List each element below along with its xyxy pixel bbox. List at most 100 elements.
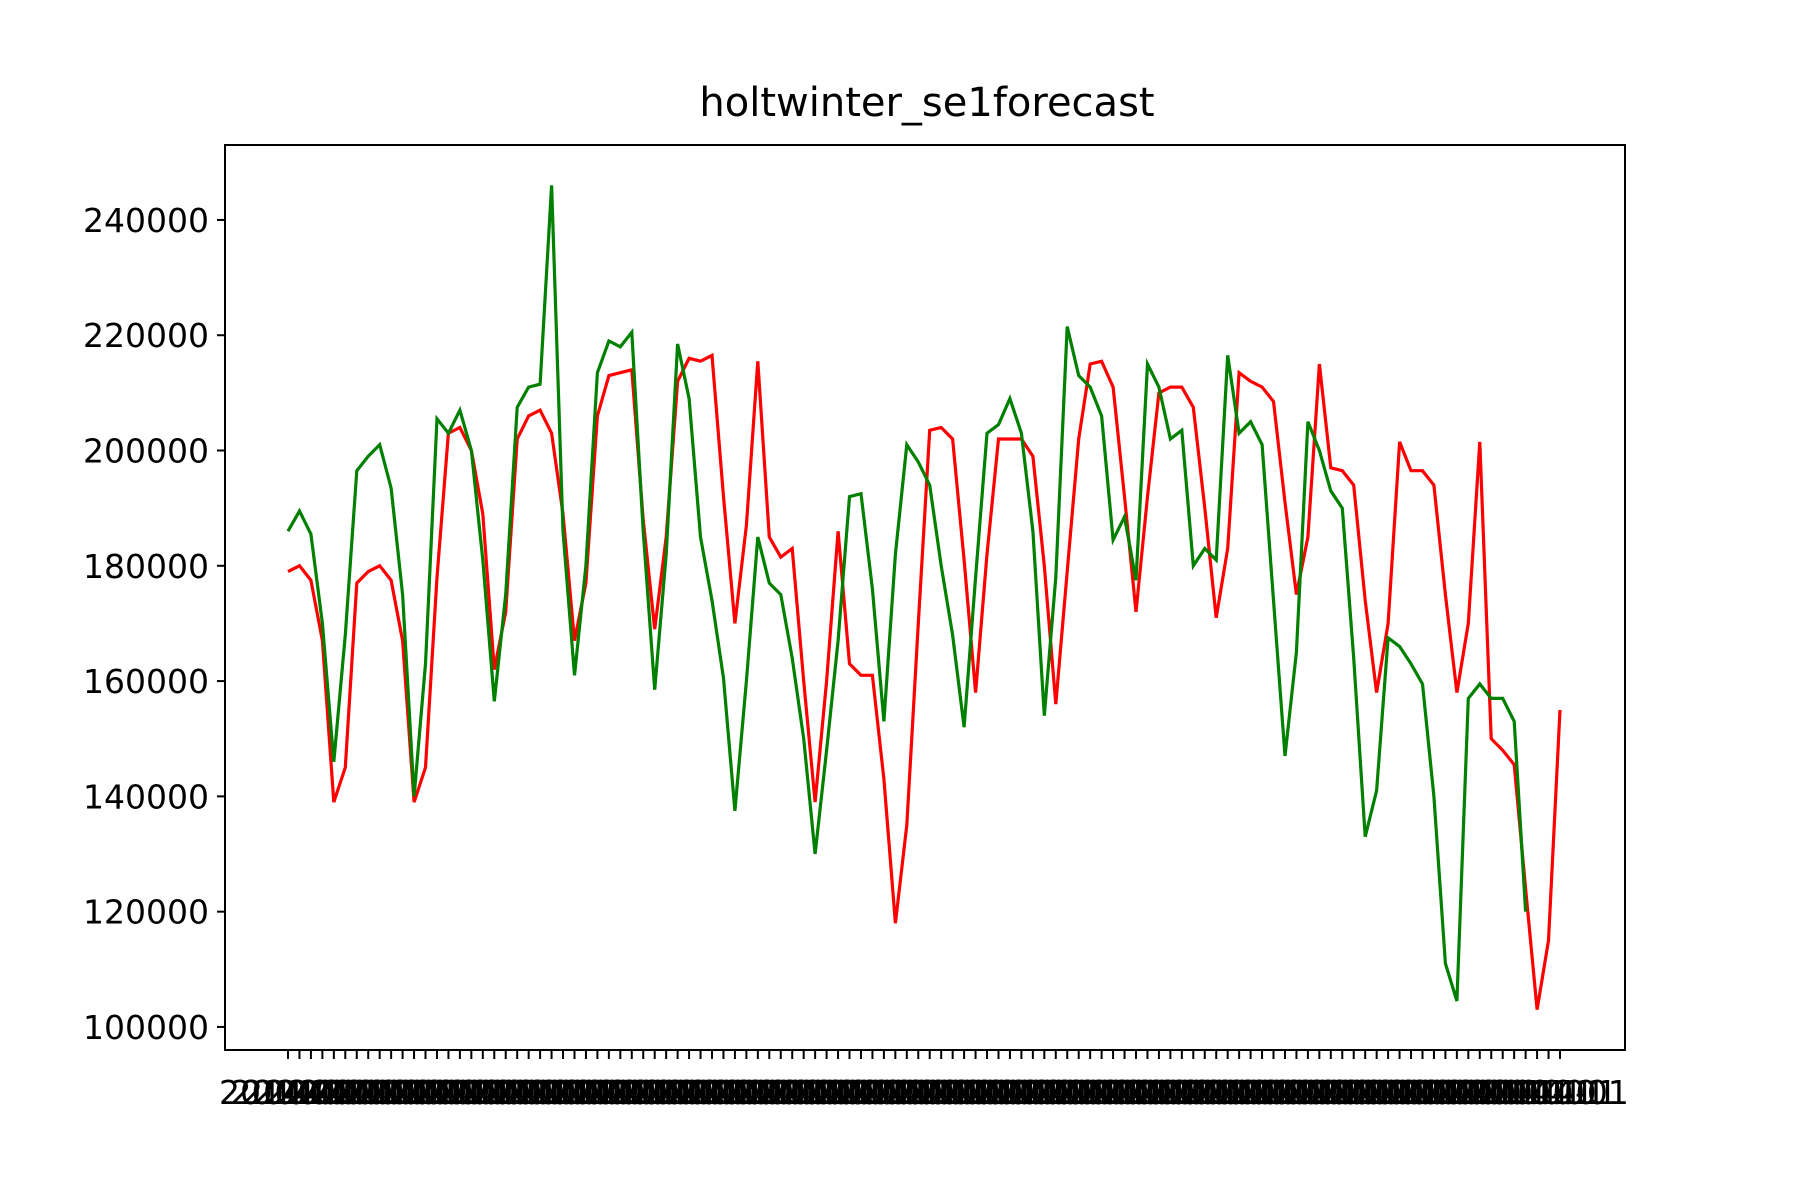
x-tick-label: 2014-01 <box>563 1073 701 1112</box>
x-tick-label: 2014-01 <box>735 1073 873 1112</box>
x-tick-label: 2014-01 <box>758 1073 896 1112</box>
x-tick-label: 2014-01 <box>1399 1073 1537 1112</box>
x-tick-label: 2014-01 <box>1193 1073 1331 1112</box>
x-tick-label: 2014-01 <box>632 1073 770 1112</box>
x-tick-label: 2014-01 <box>677 1073 815 1112</box>
x-tick-label: 2014-01 <box>1273 1073 1411 1112</box>
x-tick-label: 2014-01 <box>368 1073 506 1112</box>
x-tick-label: 2014-01 <box>803 1073 941 1112</box>
y-tick-label: 200000 <box>83 432 209 471</box>
x-tick-label: 2014-01 <box>1319 1073 1457 1112</box>
x-tick-label: 2014-01 <box>998 1073 1136 1112</box>
x-tick-label: 2014-01 <box>334 1073 472 1112</box>
x-tick-label: 2014-01 <box>1422 1073 1560 1112</box>
x-tick-label: 2014-01 <box>448 1073 586 1112</box>
x-tick-label: 2014-01 <box>689 1073 827 1112</box>
y-tick-label: 160000 <box>83 662 209 701</box>
x-tick-label: 2014-01 <box>655 1073 793 1112</box>
x-tick-label: 2014-01 <box>1445 1073 1583 1112</box>
x-tick-label: 2014-01 <box>609 1073 747 1112</box>
x-tick-label: 2014-01 <box>414 1073 552 1112</box>
x-tick-label: 2014-01 <box>1159 1073 1297 1112</box>
x-tick-label: 2014-01 <box>1044 1073 1182 1112</box>
x-tick-label: 2014-01 <box>379 1073 517 1112</box>
x-axis: 2014-012014-012014-012014-012014-012014-… <box>219 1050 1629 1112</box>
x-tick-label: 2014-01 <box>1250 1073 1388 1112</box>
x-tick-label: 2014-01 <box>517 1073 655 1112</box>
x-tick-label: 2014-01 <box>952 1073 1090 1112</box>
x-tick-label: 2014-01 <box>1056 1073 1194 1112</box>
x-tick-label: 2014-01 <box>620 1073 758 1112</box>
x-tick-label: 2014-01 <box>1491 1073 1629 1112</box>
x-tick-label: 2014-01 <box>288 1073 426 1112</box>
x-tick-label: 2014-01 <box>1090 1073 1228 1112</box>
x-tick-label: 2014-01 <box>597 1073 735 1112</box>
x-tick-label: 2014-01 <box>815 1073 953 1112</box>
x-tick-label: 2014-01 <box>792 1073 930 1112</box>
chart-title: holtwinter_se1forecast <box>699 80 1154 126</box>
x-tick-label: 2014-01 <box>345 1073 483 1112</box>
x-tick-label: 2014-01 <box>540 1073 678 1112</box>
x-tick-label: 2014-01 <box>907 1073 1045 1112</box>
x-tick-label: 2014-01 <box>437 1073 575 1112</box>
x-tick-label: 2014-01 <box>930 1073 1068 1112</box>
x-tick-label: 2014-01 <box>1376 1073 1514 1112</box>
x-tick-label: 2014-01 <box>311 1073 449 1112</box>
y-tick-label: 140000 <box>83 777 209 816</box>
x-tick-label: 2014-01 <box>849 1073 987 1112</box>
x-tick-label: 2014-01 <box>1113 1073 1251 1112</box>
x-tick-label: 2014-01 <box>551 1073 689 1112</box>
x-tick-label: 2014-01 <box>494 1073 632 1112</box>
x-tick-label: 2014-01 <box>471 1073 609 1112</box>
x-tick-label: 2014-01 <box>781 1073 919 1112</box>
x-tick-label: 2014-01 <box>574 1073 712 1112</box>
x-tick-label: 2014-01 <box>884 1073 1022 1112</box>
x-tick-label: 2014-01 <box>1457 1073 1595 1112</box>
x-tick-label: 2014-01 <box>1468 1073 1606 1112</box>
x-tick-label: 2014-01 <box>253 1073 391 1112</box>
x-tick-label: 2014-01 <box>1285 1073 1423 1112</box>
x-tick-label: 2014-01 <box>872 1073 1010 1112</box>
x-tick-label: 2014-01 <box>1067 1073 1205 1112</box>
x-tick-label: 2014-01 <box>826 1073 964 1112</box>
x-tick-label: 2014-01 <box>964 1073 1102 1112</box>
x-tick-label: 2014-01 <box>941 1073 1079 1112</box>
x-tick-label: 2014-01 <box>975 1073 1113 1112</box>
x-tick-label: 2014-01 <box>1010 1073 1148 1112</box>
x-tick-label: 2014-01 <box>231 1073 369 1112</box>
x-tick-label: 2014-01 <box>391 1073 529 1112</box>
x-tick-label: 2014-01 <box>838 1073 976 1112</box>
x-tick-label: 2014-01 <box>1033 1073 1171 1112</box>
x-tick-label: 2014-01 <box>1147 1073 1285 1112</box>
x-tick-label: 2014-01 <box>460 1073 598 1112</box>
x-tick-label: 2014-01 <box>1170 1073 1308 1112</box>
x-tick-label: 2014-01 <box>987 1073 1125 1112</box>
x-tick-label: 2014-01 <box>1216 1073 1354 1112</box>
x-tick-label: 2014-01 <box>861 1073 999 1112</box>
x-tick-label: 2014-01 <box>528 1073 666 1112</box>
x-tick-label: 2014-01 <box>666 1073 804 1112</box>
x-tick-label: 2014-01 <box>1411 1073 1549 1112</box>
series-line-1 <box>287 352 1562 1010</box>
x-tick-label: 2014-01 <box>357 1073 495 1112</box>
x-tick-label: 2014-01 <box>1354 1073 1492 1112</box>
x-tick-label: 2014-01 <box>483 1073 621 1112</box>
x-tick-label: 2014-01 <box>1021 1073 1159 1112</box>
x-tick-label: 2014-01 <box>219 1073 357 1112</box>
x-tick-label: 2014-01 <box>712 1073 850 1112</box>
y-axis: 100000 120000 140000 160000 180000 200000 2200… <box>83 201 225 1047</box>
x-tick-label: 2014-01 <box>265 1073 403 1112</box>
x-tick-label: 2014-01 <box>1434 1073 1572 1112</box>
x-tick-label: 2014-01 <box>1239 1073 1377 1112</box>
x-tick-label: 2014-01 <box>895 1073 1033 1112</box>
x-tick-label: 2014-01 <box>276 1073 414 1112</box>
series-layer <box>286 185 1562 1010</box>
x-tick-label: 2014-01 <box>1079 1073 1217 1112</box>
x-tick-label: 2014-01 <box>586 1073 724 1112</box>
x-tick-label: 2014-01 <box>1296 1073 1434 1112</box>
x-tick-label: 2014-01 <box>1101 1073 1239 1112</box>
x-tick-label: 2014-01 <box>643 1073 781 1112</box>
x-tick-label: 2014-01 <box>299 1073 437 1112</box>
x-tick-label: 2014-01 <box>769 1073 907 1112</box>
